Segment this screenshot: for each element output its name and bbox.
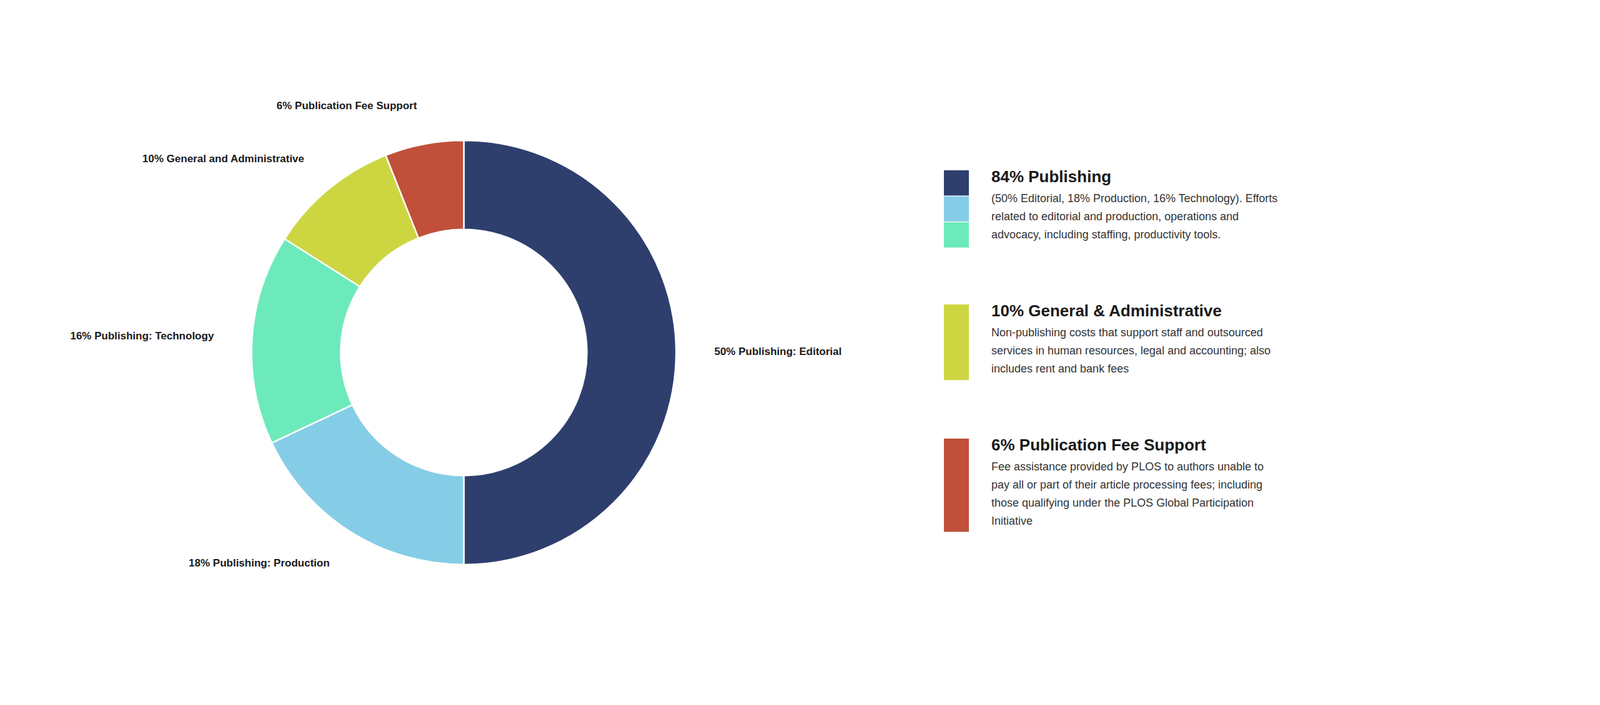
legend-title: 6% Publication Fee Support bbox=[991, 435, 1207, 455]
legend-swatch bbox=[943, 196, 969, 222]
slice-label: 6% Publication Fee Support bbox=[276, 99, 418, 112]
slice-label: 18% Publishing: Production bbox=[188, 557, 330, 570]
legend-swatch bbox=[943, 222, 969, 248]
legend-description-line: Non-publishing costs that support staff … bbox=[991, 326, 1263, 339]
legend-description-line: related to editorial and production, ope… bbox=[991, 210, 1239, 223]
legend-description: Fee assistance provided by PLOS to autho… bbox=[991, 460, 1264, 528]
legend-title: 84% Publishing bbox=[991, 167, 1112, 187]
legend-swatch bbox=[943, 304, 969, 381]
legend-description: (50% Editorial, 18% Production, 16% Tech… bbox=[991, 192, 1278, 241]
legend-description-line: (50% Editorial, 18% Production, 16% Tech… bbox=[991, 192, 1278, 205]
slice bbox=[463, 140, 677, 565]
legend-description-line: pay all or part of their article process… bbox=[991, 478, 1263, 492]
slice-label: 10% General and Administrative bbox=[142, 152, 305, 165]
legend-description-line: Initiative bbox=[991, 515, 1033, 528]
legend-description-line: includes rent and bank fees bbox=[991, 362, 1129, 376]
legend-swatch bbox=[943, 438, 969, 532]
legend-description-line: those qualifying under the PLOS Global P… bbox=[991, 496, 1254, 510]
slice bbox=[385, 140, 464, 239]
chart: 50% Publishing: Editorial 18% Publishing:… bbox=[0, 0, 1600, 705]
legend-title: 10% General & Administrative bbox=[991, 301, 1222, 321]
legend-description-line: services in human resources, legal and a… bbox=[991, 344, 1271, 358]
legend-description-line: Fee assistance provided by PLOS to autho… bbox=[991, 460, 1264, 474]
legend-description: Non-publishing costs that support staff … bbox=[991, 326, 1271, 376]
slice-label: 16% Publishing: Technology bbox=[69, 330, 215, 343]
donut: 50% Publishing: Editorial 18% Publishing:… bbox=[69, 99, 842, 570]
legend-description-line: advocacy, including staffing, productivi… bbox=[991, 228, 1222, 241]
legend: 84% Publishing (50% Editorial, 18% Produc… bbox=[943, 167, 1278, 532]
slice-label: 50% Publishing: Editorial bbox=[714, 345, 842, 358]
legend-swatch bbox=[943, 170, 969, 196]
